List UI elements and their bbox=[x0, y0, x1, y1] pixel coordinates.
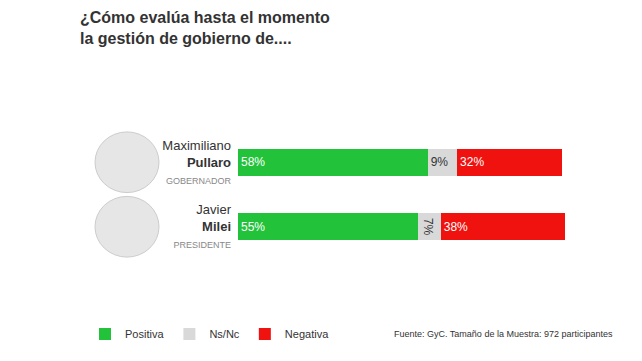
svg-text:Positiva: Positiva bbox=[125, 328, 164, 340]
svg-text:Negativa: Negativa bbox=[285, 328, 329, 340]
svg-text:32%: 32% bbox=[460, 155, 484, 169]
svg-text:MaximilianoPullaroGOBERNADOR: MaximilianoPullaroGOBERNADOR bbox=[162, 138, 231, 186]
svg-text:Fuente: GyC. Tamaño de la Mues: Fuente: GyC. Tamaño de la Muestra: 972 p… bbox=[394, 329, 613, 339]
svg-text:58%: 58% bbox=[241, 155, 265, 169]
svg-text:JavierMileiPRESIDENTE: JavierMileiPRESIDENTE bbox=[173, 202, 231, 250]
svg-text:38%: 38% bbox=[444, 220, 468, 234]
svg-text:Ns/Nc: Ns/Nc bbox=[209, 328, 239, 340]
svg-text:9%: 9% bbox=[431, 155, 449, 169]
svg-text:7%: 7% bbox=[421, 218, 435, 236]
svg-text:55%: 55% bbox=[241, 220, 265, 234]
svg-text:¿Cómo evalúa hasta el momentol: ¿Cómo evalúa hasta el momentola gestión … bbox=[80, 9, 330, 47]
